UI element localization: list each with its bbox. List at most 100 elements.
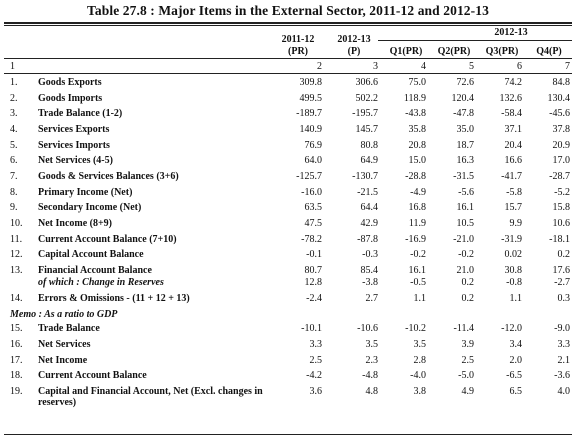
row-value-col-3: -3.8 bbox=[362, 277, 378, 288]
row-value-col-2: 12.8 bbox=[304, 277, 323, 288]
row-value-col-6: 1.1 bbox=[509, 293, 523, 304]
row-value-col-3: -130.7 bbox=[352, 171, 378, 182]
top-rule bbox=[4, 22, 572, 24]
row-value-col-5: 0.2 bbox=[461, 277, 475, 288]
row-value-col-4: -28.8 bbox=[405, 171, 426, 182]
row-value-col-6: -31.9 bbox=[501, 234, 522, 245]
row-value-col-5: 3.9 bbox=[461, 339, 475, 350]
row-value-col-6: 74.2 bbox=[504, 77, 523, 88]
row-label: Secondary Income (Net) bbox=[38, 202, 142, 213]
row-value-col-4: 118.9 bbox=[403, 93, 426, 104]
row-serial-number: 14. bbox=[10, 293, 23, 304]
row-label: Net Income bbox=[38, 355, 88, 366]
row-serial-number: 16. bbox=[10, 339, 23, 350]
row-label: Capital and Financial Account, Net (Excl… bbox=[38, 386, 263, 408]
row-value-col-5: 2.5 bbox=[461, 355, 475, 366]
row-value-col-6: 30.8 bbox=[504, 265, 523, 276]
row-value-col-7: -45.6 bbox=[549, 108, 570, 119]
row-serial-number: 11. bbox=[10, 234, 23, 245]
row-value-col-4: -0.2 bbox=[410, 249, 426, 260]
row-value-col-7: 3.3 bbox=[557, 339, 571, 350]
row-value-col-3: 80.8 bbox=[360, 140, 379, 151]
row-value-col-4: -0.5 bbox=[410, 277, 426, 288]
row-value-col-7: -3.6 bbox=[554, 370, 570, 381]
row-label: Financial Account Balance bbox=[38, 265, 152, 276]
row-value-col-4: 2.8 bbox=[413, 355, 427, 366]
row-value-col-2: 499.5 bbox=[299, 93, 323, 104]
row-value-col-5: 120.4 bbox=[451, 93, 475, 104]
row-label: Goods Exports bbox=[38, 77, 102, 88]
row-value-col-4: -4.0 bbox=[410, 370, 426, 381]
row-value-col-2: -125.7 bbox=[296, 171, 322, 182]
col-header-2012-13-sub: (P) bbox=[347, 46, 361, 57]
row-value-col-6: -58.4 bbox=[501, 108, 522, 119]
row-value-col-2: 140.9 bbox=[299, 124, 323, 135]
row-value-col-7: 84.8 bbox=[552, 77, 571, 88]
row-value-col-3: 42.9 bbox=[360, 218, 379, 229]
row-label: Current Account Balance bbox=[38, 370, 147, 381]
row-label: Net Services bbox=[38, 339, 91, 350]
row-value-col-3: 306.6 bbox=[355, 77, 379, 88]
row-value-col-2: 2.5 bbox=[309, 355, 323, 366]
row-value-col-2: -10.1 bbox=[301, 323, 322, 334]
row-value-col-4: 75.0 bbox=[408, 77, 427, 88]
row-value-col-6: 20.4 bbox=[504, 140, 523, 151]
row-value-col-4: 1.1 bbox=[413, 293, 427, 304]
row-value-col-7: 17.0 bbox=[552, 155, 571, 166]
row-value-col-3: 64.9 bbox=[360, 155, 379, 166]
row-label: Errors & Omissions - (11 + 12 + 13) bbox=[38, 293, 190, 304]
col-header-q1: Q1(PR) bbox=[389, 46, 423, 57]
row-value-col-6: 6.5 bbox=[509, 386, 523, 397]
col-header-q4: Q4(P) bbox=[536, 46, 562, 57]
row-value-col-5: -21.0 bbox=[453, 234, 474, 245]
row-value-col-3: -10.6 bbox=[357, 323, 378, 334]
row-value-col-6: 16.6 bbox=[504, 155, 523, 166]
row-value-col-3: 3.5 bbox=[365, 339, 379, 350]
row-value-col-7: -28.7 bbox=[549, 171, 570, 182]
row-value-col-7: 0.3 bbox=[557, 293, 571, 304]
row-value-col-2: -2.4 bbox=[306, 293, 322, 304]
row-serial-number: 13. bbox=[10, 265, 23, 276]
row-serial-number: 7. bbox=[10, 171, 18, 182]
row-value-col-5: -47.8 bbox=[453, 108, 474, 119]
row-value-col-4: -4.9 bbox=[410, 187, 426, 198]
row-value-col-4: -16.9 bbox=[405, 234, 426, 245]
bottom-rule bbox=[4, 434, 572, 436]
row-serial-number: 3. bbox=[10, 108, 18, 119]
row-value-col-7: -9.0 bbox=[554, 323, 570, 334]
table-title: Table 27.8 : Major Items in the External… bbox=[87, 3, 489, 18]
row-value-col-7: 0.2 bbox=[557, 249, 571, 260]
row-value-col-4: -43.8 bbox=[405, 108, 426, 119]
row-value-col-2: -189.7 bbox=[296, 108, 322, 119]
top-rule-inner bbox=[4, 25, 572, 26]
col-num-7: 7 bbox=[565, 61, 570, 72]
row-value-col-7: 37.8 bbox=[552, 124, 571, 135]
row-value-col-7: -18.1 bbox=[549, 234, 570, 245]
row-label: Capital Account Balance bbox=[38, 249, 144, 260]
colnum-rule bbox=[4, 73, 572, 74]
row-value-col-7: 20.9 bbox=[552, 140, 571, 151]
row-value-col-2: -0.1 bbox=[306, 249, 322, 260]
row-label: Goods Imports bbox=[38, 93, 103, 104]
row-value-col-3: 502.2 bbox=[355, 93, 379, 104]
row-value-col-4: 35.8 bbox=[408, 124, 427, 135]
row-value-col-5: -31.5 bbox=[453, 171, 474, 182]
row-value-col-4: -10.2 bbox=[405, 323, 426, 334]
row-value-col-4: 16.8 bbox=[408, 202, 427, 213]
col-num-4: 4 bbox=[421, 61, 426, 72]
row-value-col-2: 80.7 bbox=[304, 265, 323, 276]
row-label: Services Exports bbox=[38, 124, 110, 135]
row-value-col-6: 2.0 bbox=[509, 355, 523, 366]
row-value-col-4: 20.8 bbox=[408, 140, 427, 151]
row-value-col-5: -0.2 bbox=[458, 249, 474, 260]
row-value-col-5: 4.9 bbox=[461, 386, 475, 397]
row-value-col-5: 35.0 bbox=[456, 124, 475, 135]
row-value-col-7: 130.4 bbox=[547, 93, 571, 104]
row-serial-number: 8. bbox=[10, 187, 18, 198]
row-value-col-5: -5.0 bbox=[458, 370, 474, 381]
row-value-col-5: 18.7 bbox=[456, 140, 475, 151]
row-label: Current Account Balance (7+10) bbox=[38, 234, 177, 245]
row-value-col-3: 145.7 bbox=[355, 124, 379, 135]
row-serial-number: 9. bbox=[10, 202, 18, 213]
col-num-3: 3 bbox=[373, 61, 378, 72]
